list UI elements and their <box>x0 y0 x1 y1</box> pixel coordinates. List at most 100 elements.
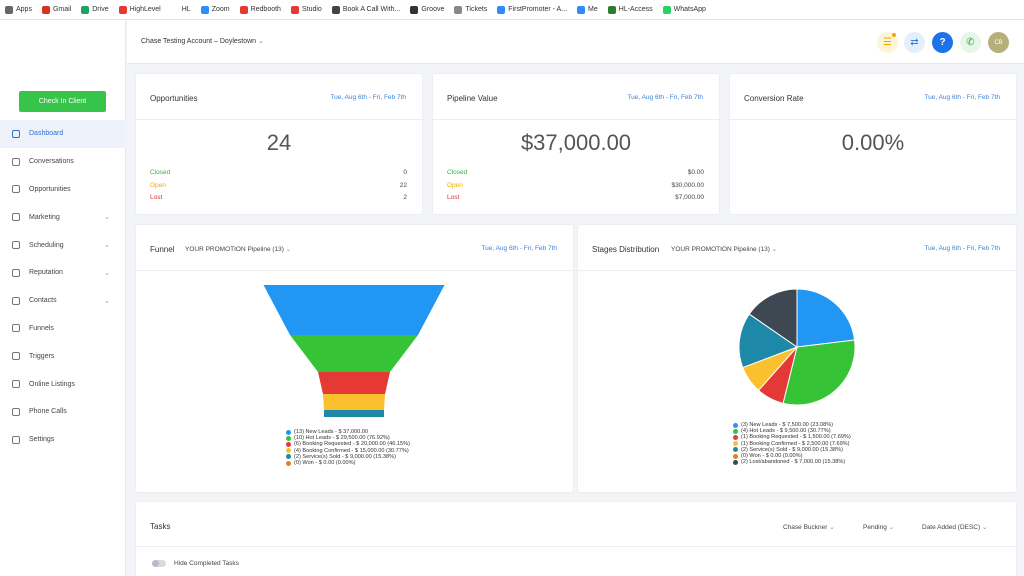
chevron-down-icon: ⌄ <box>258 38 264 45</box>
bookmark-item[interactable]: Book A Call With... <box>331 5 400 14</box>
stat-value: 22 <box>399 181 407 189</box>
divider <box>136 546 1016 547</box>
bookmark-item[interactable]: HighLevel <box>118 5 161 14</box>
funnel-legend: (13) New Leads - $ 37,000.00 (10) Hot Lea… <box>286 429 410 466</box>
funnel-segment <box>290 335 418 372</box>
date-range[interactable]: Tue, Aug 6th - Fri, Feb 7th <box>481 245 557 252</box>
bookmark-item[interactable]: FirstPromoter - A... <box>497 5 568 14</box>
legend-label: (3) New Leads - $ 7,500.00 (23.08%) <box>741 422 834 428</box>
date-range[interactable]: Tue, Aug 6th - Fri, Feb 7th <box>627 94 703 101</box>
sidebar-item-label: Settings <box>29 436 55 444</box>
bookmark-item[interactable]: HL-Access <box>607 5 653 14</box>
sidebar-item-contacts[interactable]: Contacts ⌄ <box>0 287 126 315</box>
sidebar-item-label: Contacts <box>29 297 57 305</box>
help-icon[interactable]: ? <box>932 32 953 53</box>
bookmark-item[interactable]: Redbooth <box>239 5 281 14</box>
divider <box>578 270 1016 271</box>
sidebar-item-reputation[interactable]: Reputation ⌄ <box>0 259 126 287</box>
bookmark-label: HL-Access <box>618 6 653 13</box>
bookmark-icon <box>290 5 299 14</box>
avatar[interactable]: CB <box>988 32 1009 53</box>
bookmark-item[interactable]: Tickets <box>454 5 488 14</box>
legend-item: (2) Service(s) Sold - $ 9,000.00 (15.38%… <box>286 454 410 460</box>
bookmark-item[interactable]: Zoom <box>200 5 230 14</box>
legend-item: (4) Booking Confirmed - $ 15,000.00 (30.… <box>286 448 410 454</box>
top-header: Chase Testing Account – Doylestown ⌄ ☰ ⇄… <box>127 20 1024 64</box>
legend-item: (1) Booking Requested - $ 1,500.00 (7.69… <box>733 434 851 440</box>
bookmark-label: Apps <box>16 6 32 13</box>
legend-swatch <box>286 448 291 454</box>
bookmark-item[interactable]: Apps <box>5 5 32 14</box>
pipeline-label: YOUR PROMOTION Pipeline (13) <box>671 246 770 253</box>
bookmark-label: Tickets <box>465 6 488 13</box>
legend-label: (13) New Leads - $ 37,000.00 <box>294 429 369 435</box>
bookmarks-bar: Apps Gmail Drive HighLevel HL Zoom Redbooth Stu… <box>0 0 1024 20</box>
bookmark-item[interactable]: Gmail <box>41 5 71 14</box>
sidebar-item-marketing[interactable]: Marketing ⌄ <box>0 203 126 231</box>
funnel-chart <box>263 285 445 417</box>
account-name: Chase Testing Account – Doylestown <box>141 38 257 45</box>
legend-label: (2) Lost/abandoned - $ 7,000.00 (15.38%) <box>741 459 846 466</box>
user-filter[interactable]: Chase Buckner ⌄ <box>783 523 835 531</box>
sidebar-nav: Dashboard Conversations Opportunities Marke… <box>0 120 126 454</box>
bookmark-icon <box>118 5 127 14</box>
sidebar-item-funnels[interactable]: Funnels <box>0 315 126 343</box>
sidebar-item-label: Scheduling <box>29 241 64 249</box>
card-title: Pipeline Value <box>447 94 498 103</box>
legend-item: (1) Booking Confirmed - $ 2,500.00 (7.69… <box>733 441 851 447</box>
tasks-card: Tasks Chase Buckner ⌄ Pending ⌄ Date Add… <box>136 502 1016 576</box>
layers-icon <box>12 185 20 194</box>
legend-swatch <box>733 453 738 459</box>
hide-completed-label: Hide Completed Tasks <box>174 560 239 567</box>
bookmark-item[interactable]: Me <box>577 5 598 14</box>
bookmark-item[interactable]: WhatsApp <box>662 5 706 14</box>
chevron-down-icon: ⌄ <box>104 242 110 250</box>
legend-label: (0) Won - $ 0.00 (0.00%) <box>741 453 803 460</box>
bookmark-item[interactable]: Drive <box>81 5 109 14</box>
sidebar-item-triggers[interactable]: Triggers <box>0 342 126 370</box>
sort-filter[interactable]: Date Added (DESC) ⌄ <box>922 523 987 531</box>
funnel-segment <box>323 394 385 410</box>
legend-swatch <box>286 460 291 466</box>
sidebar-item-label: Triggers <box>29 352 55 360</box>
sidebar-item-conversations[interactable]: Conversations <box>0 148 126 176</box>
pulse-icon <box>12 380 20 389</box>
funnel-card: Funnel YOUR PROMOTION Pipeline (13) ⌄ Tu… <box>136 225 573 492</box>
bookmark-item[interactable]: Studio <box>290 5 322 14</box>
sidebar-item-phone-calls[interactable]: Phone Calls <box>0 398 126 426</box>
status-filter-label: Pending <box>863 524 887 531</box>
bookmark-label: HighLevel <box>129 6 161 13</box>
check-in-client-button[interactable]: Check In Client <box>19 91 106 112</box>
legend-label: (2) Service(s) Sold - $ 9,000.00 (15.38%… <box>294 453 396 460</box>
hide-completed-toggle[interactable] <box>152 560 166 567</box>
bookmark-icon <box>497 5 506 14</box>
status-filter[interactable]: Pending ⌄ <box>863 523 894 531</box>
stat-value: 0 <box>403 169 407 176</box>
chevron-down-icon: ⌄ <box>104 269 110 277</box>
sidebar-item-opportunities[interactable]: Opportunities <box>0 176 126 204</box>
date-range[interactable]: Tue, Aug 6th - Fri, Feb 7th <box>330 94 406 101</box>
bookmark-item[interactable]: Groove <box>410 5 444 14</box>
sidebar-item-dashboard[interactable]: Dashboard <box>0 120 126 148</box>
swap-icon[interactable]: ⇄ <box>904 32 925 53</box>
sidebar-item-settings[interactable]: Settings <box>0 426 126 454</box>
legend-swatch <box>286 442 291 447</box>
bookmark-label: Zoom <box>211 6 230 13</box>
sidebar-item-scheduling[interactable]: Scheduling ⌄ <box>0 231 126 259</box>
legend-item: (3) New Leads - $ 7,500.00 (23.08%) <box>733 422 851 428</box>
pipeline-value: $37,000.00 <box>520 130 632 155</box>
account-switcher[interactable]: Chase Testing Account – Doylestown ⌄ <box>141 37 264 45</box>
legend-item: (4) Hot Leads - $ 9,500.00 (30.77%) <box>733 428 851 434</box>
pipeline-select[interactable]: YOUR PROMOTION Pipeline (13) ⌄ <box>671 245 777 253</box>
date-range[interactable]: Tue, Aug 6th - Fri, Feb 7th <box>924 245 1000 252</box>
phone-icon[interactable]: ✆ <box>960 32 981 53</box>
pipeline-select[interactable]: YOUR PROMOTION Pipeline (13) ⌄ <box>185 245 291 253</box>
sidebar-item-online-listings[interactable]: Online Listings <box>0 370 126 398</box>
bookmark-icon <box>607 5 616 14</box>
date-range[interactable]: Tue, Aug 6th - Fri, Feb 7th <box>924 94 1000 101</box>
bookmark-icon <box>200 5 209 14</box>
bookmark-item[interactable]: HL <box>170 5 191 14</box>
bookmark-label: FirstPromoter - A... <box>508 6 568 13</box>
sidebar-item-label: Dashboard <box>29 130 64 138</box>
tasks-list-icon[interactable]: ☰ <box>877 32 898 53</box>
